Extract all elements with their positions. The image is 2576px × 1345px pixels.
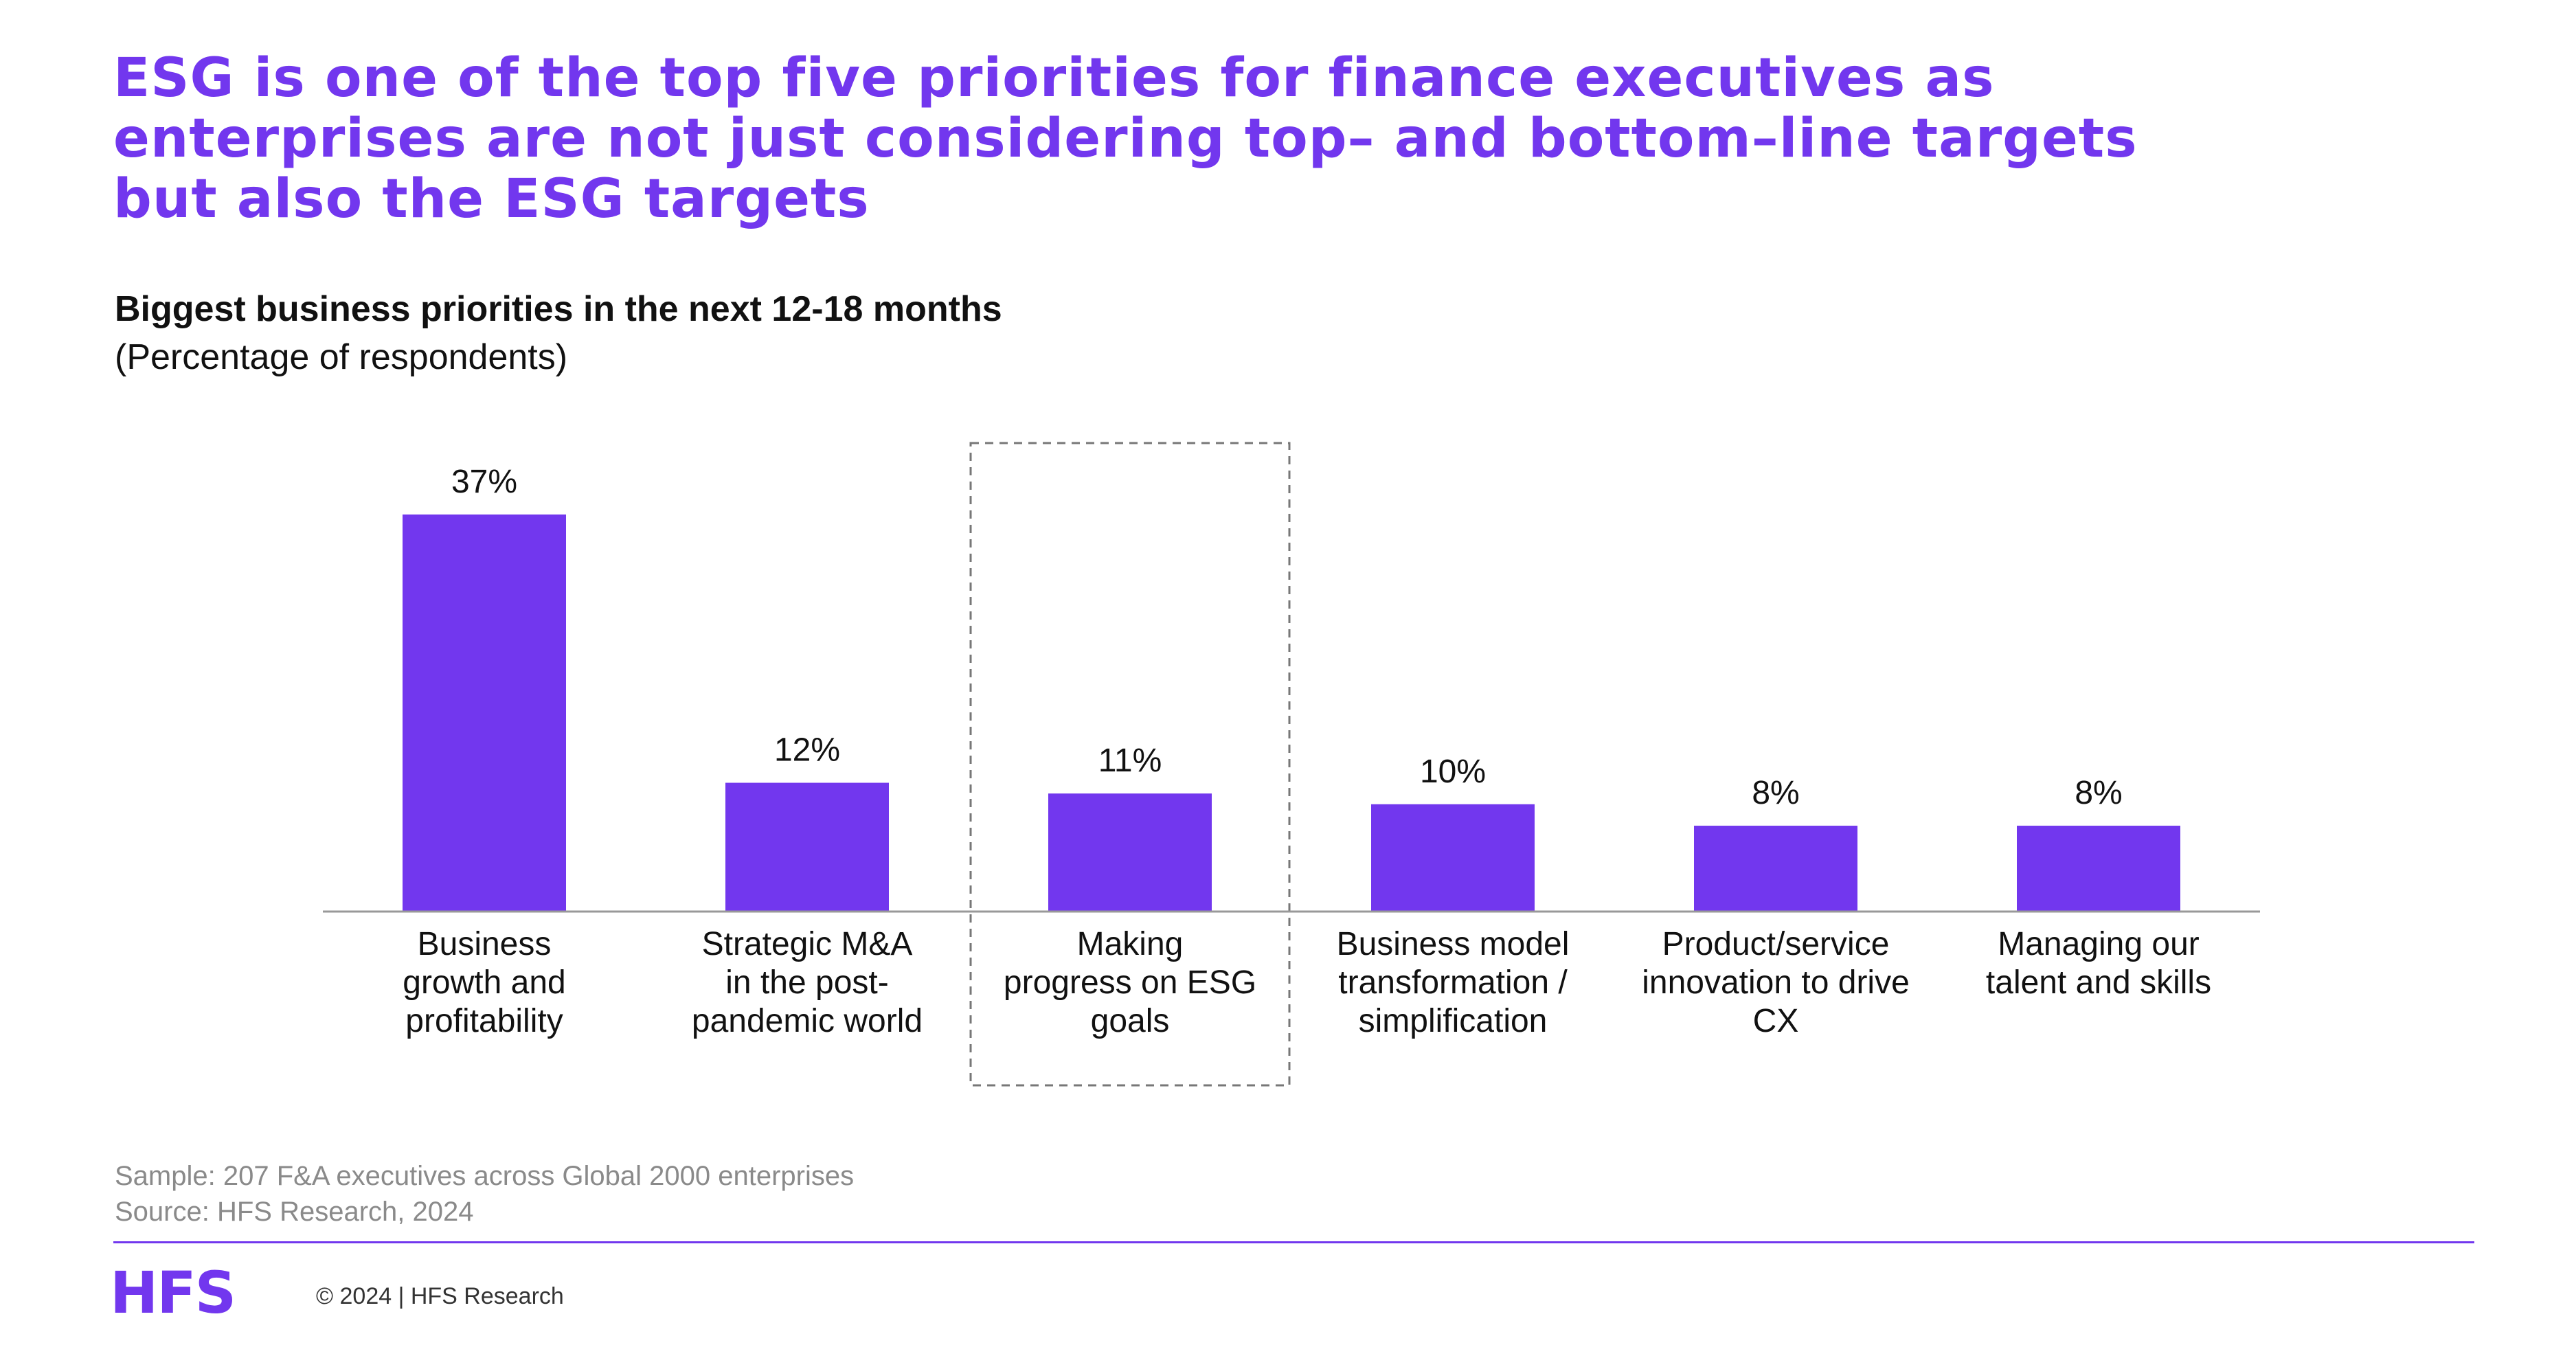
category-label-line: growth and: [403, 964, 566, 1001]
category-label-1: Business growth and profitability: [403, 926, 566, 1039]
category-label-line: talent and skills: [1986, 964, 2211, 1001]
value-label-5: 8%: [1752, 775, 1799, 811]
headline-line-1: ESG is one of the top five priorities fo…: [113, 47, 1995, 109]
category-label-line: progress on ESG: [1004, 964, 1256, 1001]
value-label-6: 8%: [2075, 775, 2122, 811]
category-label-line: Strategic M&A: [702, 926, 913, 962]
value-label-2: 12%: [774, 732, 840, 769]
category-label-line: CX: [1753, 1003, 1799, 1039]
category-label-6: Managing our talent and skills: [1986, 926, 2211, 1001]
bar-2: [725, 782, 889, 912]
category-label-4: Business model transformation / simplifica…: [1337, 926, 1570, 1039]
value-label-4: 10%: [1420, 754, 1486, 790]
source-note: Source: HFS Research, 2024: [115, 1197, 474, 1227]
category-label-3: Making progress on ESG goals: [1004, 926, 1256, 1039]
category-label-line: profitability: [405, 1003, 563, 1039]
category-label-line: innovation to drive: [1642, 964, 1910, 1001]
sample-note: Sample: 207 F&A executives across Global…: [115, 1161, 855, 1191]
chart-subtitle: (Percentage of respondents): [115, 337, 568, 377]
copyright-text: © 2024 | HFS Research: [316, 1283, 564, 1309]
category-label-2: Strategic M&A in the post-pandemic world: [692, 926, 923, 1039]
category-label-line: Business: [418, 926, 552, 962]
category-label-line: transformation /: [1338, 964, 1568, 1001]
bar-5: [1694, 826, 1857, 912]
bar-3: [1048, 793, 1212, 912]
category-label-line: pandemic world: [692, 1003, 923, 1039]
bar-6: [2017, 826, 2180, 912]
category-label-line: Making: [1077, 926, 1184, 962]
headline-line-3: but also the ESG targets: [113, 168, 870, 230]
category-label-5: Product/service innovation to drive CX: [1642, 926, 1910, 1039]
category-label-line: Managing our: [1998, 926, 2200, 962]
category-label-line: Business model: [1337, 926, 1570, 962]
headline: ESG is one of the top five priorities fo…: [113, 48, 2518, 229]
chart-title: Biggest business priorities in the next …: [115, 289, 1002, 329]
bar-1: [403, 515, 566, 912]
value-label-1: 37%: [451, 464, 517, 500]
category-label-line: goals: [1091, 1003, 1170, 1039]
value-label-3: 11%: [1098, 743, 1162, 779]
headline-line-2: enterprises are not just considering top…: [113, 108, 2138, 170]
category-label-line: simplification: [1359, 1003, 1548, 1039]
category-label-line: Product/service: [1662, 926, 1890, 962]
category-label-line: in the post-: [725, 964, 888, 1001]
footer-divider: [113, 1241, 2474, 1243]
bar-4: [1371, 804, 1535, 912]
bar-chart: 37% Business growth and profitability 12% Str…: [323, 442, 2260, 1087]
hfs-logo: HFS: [110, 1259, 236, 1326]
highlight-box: [969, 442, 1291, 1087]
